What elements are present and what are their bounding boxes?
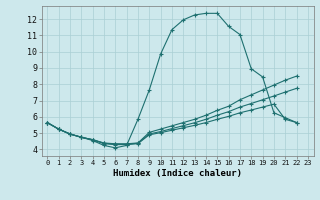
X-axis label: Humidex (Indice chaleur): Humidex (Indice chaleur) <box>113 169 242 178</box>
